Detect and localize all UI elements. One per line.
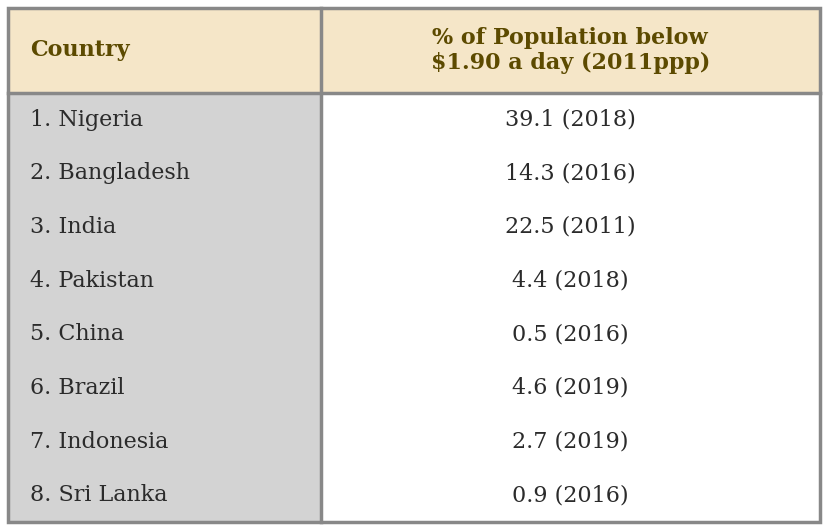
Text: Country: Country <box>30 39 130 61</box>
Text: 14.3 (2016): 14.3 (2016) <box>504 162 635 184</box>
Text: 22.5 (2011): 22.5 (2011) <box>504 216 635 238</box>
Text: 1. Nigeria: 1. Nigeria <box>30 109 143 130</box>
Text: 7. Indonesia: 7. Indonesia <box>30 430 169 453</box>
Text: 4.4 (2018): 4.4 (2018) <box>511 270 628 292</box>
Text: % of Population below
$1.90 a day (2011ppp): % of Population below $1.90 a day (2011p… <box>430 26 709 74</box>
Text: 2.7 (2019): 2.7 (2019) <box>511 430 628 453</box>
FancyBboxPatch shape <box>8 93 320 522</box>
Text: 0.9 (2016): 0.9 (2016) <box>511 484 628 506</box>
Text: 8. Sri Lanka: 8. Sri Lanka <box>30 484 167 506</box>
Text: 3. India: 3. India <box>30 216 117 238</box>
FancyBboxPatch shape <box>8 8 320 93</box>
Text: 0.5 (2016): 0.5 (2016) <box>511 323 628 345</box>
FancyBboxPatch shape <box>320 8 819 93</box>
Text: 39.1 (2018): 39.1 (2018) <box>504 109 635 130</box>
Text: 6. Brazil: 6. Brazil <box>30 377 125 399</box>
Text: 2. Bangladesh: 2. Bangladesh <box>30 162 190 184</box>
Text: 5. China: 5. China <box>30 323 124 345</box>
FancyBboxPatch shape <box>320 93 819 522</box>
Text: 4.6 (2019): 4.6 (2019) <box>511 377 628 399</box>
Text: 4. Pakistan: 4. Pakistan <box>30 270 154 292</box>
